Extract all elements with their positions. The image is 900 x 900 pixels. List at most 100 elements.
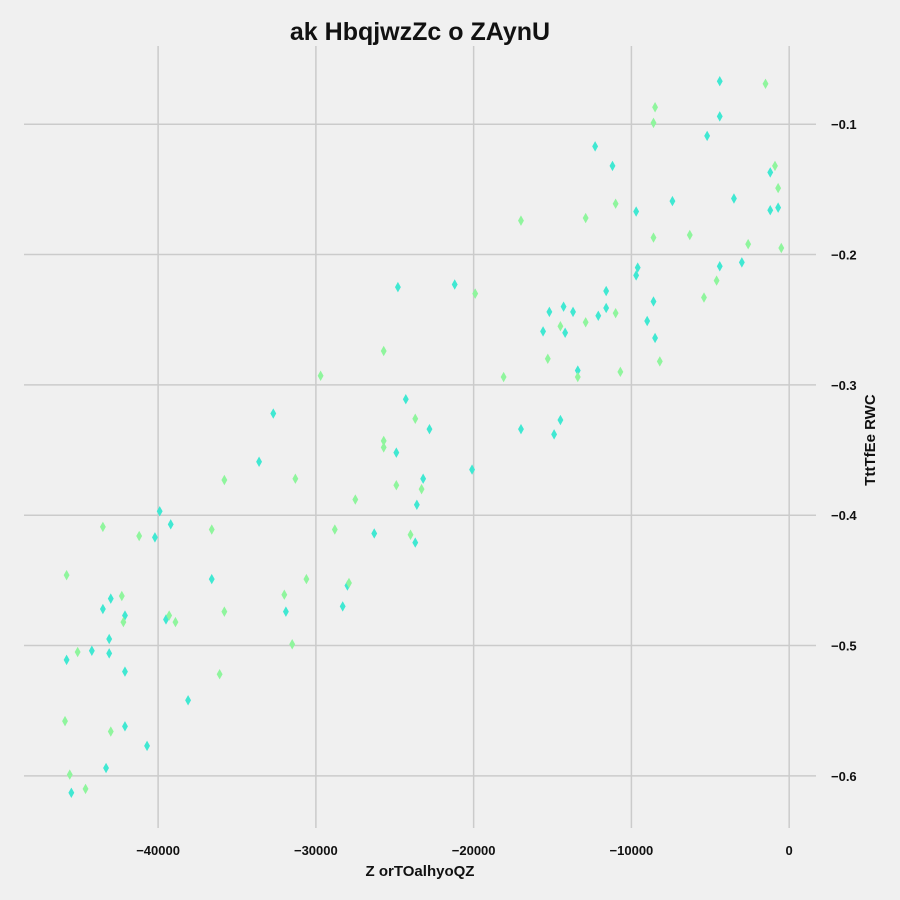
data-point-series-1: [106, 648, 113, 659]
data-point-series-1: [560, 301, 567, 312]
x-tick-label: −10000: [610, 843, 654, 858]
data-point-series-2: [701, 292, 707, 303]
data-point-series-1: [402, 393, 409, 405]
data-point-series-1: [644, 315, 651, 327]
data-point-series-2: [407, 529, 414, 540]
data-point-series-1: [767, 205, 774, 216]
data-point-series-2: [775, 182, 782, 194]
data-point-series-2: [63, 569, 70, 581]
data-point-series-1: [68, 787, 75, 799]
data-point-series-2: [380, 442, 387, 453]
data-point-series-2: [713, 275, 720, 286]
y-tick-label: −0.5: [831, 639, 857, 654]
data-point-series-1: [603, 302, 610, 314]
data-point-series-2: [472, 288, 479, 299]
data-point-series-1: [106, 633, 113, 645]
data-point-series-2: [412, 413, 419, 424]
x-tick-label: −40000: [136, 843, 180, 858]
data-point-series-1: [595, 310, 602, 321]
data-point-series-1: [609, 160, 616, 172]
data-point-series-1: [738, 257, 745, 268]
data-point-series-2: [686, 229, 693, 241]
data-point-series-2: [221, 474, 228, 486]
data-point-series-2: [208, 524, 215, 535]
y-tick-label: −0.1: [831, 117, 857, 132]
data-point-series-1: [413, 499, 420, 510]
data-point-series-1: [716, 75, 723, 87]
data-point-series-1: [185, 695, 192, 706]
data-point-series-2: [281, 589, 288, 600]
data-point-series-1: [775, 202, 782, 213]
data-point-series-2: [544, 353, 551, 365]
data-point-series-1: [518, 423, 524, 435]
data-point-series-1: [256, 456, 263, 467]
data-point-series-2: [612, 307, 619, 319]
data-point-series-2: [74, 646, 81, 658]
data-point-series-1: [167, 519, 174, 530]
y-tick-label: −0.4: [831, 508, 857, 523]
data-points: [62, 75, 785, 799]
data-point-series-2: [118, 590, 125, 602]
data-point-series-1: [633, 206, 640, 217]
data-point-series-2: [500, 371, 507, 383]
data-point-series-1: [767, 167, 774, 178]
data-point-series-2: [82, 783, 89, 795]
data-point-series-1: [557, 414, 564, 426]
data-point-series-2: [172, 616, 179, 628]
data-point-series-1: [592, 141, 599, 152]
data-point-series-2: [216, 668, 223, 680]
data-point-series-2: [352, 494, 359, 505]
data-point-series-2: [66, 769, 73, 780]
data-point-series-2: [289, 639, 296, 650]
data-point-series-2: [582, 212, 589, 224]
data-point-series-2: [778, 242, 785, 254]
data-point-series-1: [420, 473, 427, 484]
data-point-series-2: [331, 524, 338, 535]
data-point-series-1: [731, 193, 737, 204]
data-point-series-1: [339, 601, 346, 612]
data-point-series-2: [745, 238, 752, 250]
data-point-series-1: [107, 593, 114, 604]
data-point-series-1: [669, 195, 676, 207]
data-point-series-1: [144, 740, 151, 752]
data-point-series-2: [617, 366, 624, 378]
data-point-series-2: [303, 573, 310, 585]
data-point-series-1: [393, 447, 400, 458]
data-point-series-2: [557, 321, 564, 332]
data-point-series-1: [633, 270, 640, 281]
data-point-series-2: [380, 345, 387, 357]
data-point-series-1: [99, 603, 106, 615]
data-point-series-1: [103, 762, 109, 774]
data-point-series-1: [540, 326, 547, 337]
data-point-series-1: [716, 261, 723, 272]
data-point-series-1: [282, 606, 289, 617]
y-axis-label: TttTfEe RWC: [862, 394, 879, 486]
data-point-series-2: [107, 726, 114, 737]
x-tick-label: −20000: [452, 843, 496, 858]
data-point-series-1: [551, 429, 558, 440]
data-point-series-2: [518, 215, 524, 226]
x-tick-label: 0: [786, 843, 793, 858]
y-tick-label: −0.6: [831, 769, 857, 784]
data-point-series-1: [394, 281, 401, 293]
data-point-series-2: [136, 530, 143, 542]
data-point-series-1: [704, 130, 711, 142]
x-tick-label: −30000: [294, 843, 338, 858]
data-point-series-2: [393, 480, 400, 491]
data-point-series-1: [652, 332, 659, 344]
data-point-series-2: [62, 715, 68, 727]
y-tick-label: −0.3: [831, 378, 857, 393]
x-tick-labels: −40000 −30000 −20000 −10000 0: [136, 843, 793, 858]
data-point-series-2: [656, 356, 663, 367]
data-point-series-2: [99, 521, 106, 533]
data-point-series-1: [208, 573, 215, 585]
grid: [24, 46, 816, 828]
y-tick-labels: −0.1 −0.2 −0.3 −0.4 −0.5 −0.6: [831, 117, 857, 784]
data-point-series-2: [418, 483, 425, 495]
data-point-series-1: [469, 464, 476, 475]
data-point-series-2: [612, 198, 619, 209]
data-point-series-1: [152, 532, 158, 543]
data-point-series-2: [221, 606, 228, 617]
data-point-series-1: [63, 654, 70, 666]
